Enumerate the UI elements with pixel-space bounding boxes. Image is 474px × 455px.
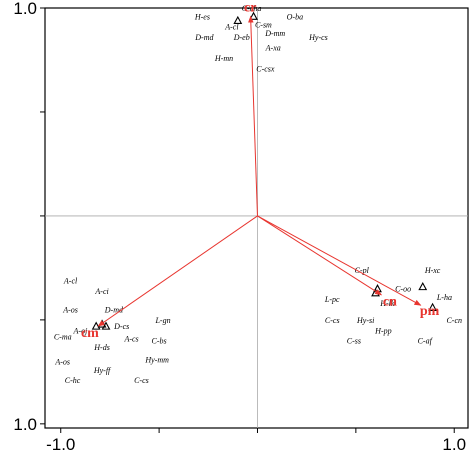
species-label: A-os xyxy=(62,305,78,314)
species-label: Hy-si xyxy=(356,316,374,325)
species-label: D-cs xyxy=(113,322,129,331)
species-label: C-ss xyxy=(347,337,361,346)
species-label: A-oj xyxy=(73,326,89,335)
x-tick-label: -1.0 xyxy=(46,435,75,454)
arrow-label: pm xyxy=(420,304,440,319)
species-label: A-cl xyxy=(224,23,239,32)
species-label: C-oo xyxy=(395,285,411,294)
species-label: C-af xyxy=(418,337,434,346)
arrow-label: cr xyxy=(244,0,256,15)
species-label: A-xa xyxy=(265,44,281,53)
species-label: A-ci xyxy=(94,287,108,296)
species-label: D-md xyxy=(104,305,124,314)
species-label: C-cha xyxy=(242,4,262,13)
centroid xyxy=(418,281,428,291)
arrow xyxy=(257,215,383,296)
species-label: O-ba xyxy=(287,12,303,21)
species-label: D-md xyxy=(194,33,214,42)
species-label: C-csx xyxy=(256,64,275,73)
arrow xyxy=(97,215,258,327)
species-label: D-mm xyxy=(264,29,285,38)
arrow xyxy=(248,15,258,216)
species-label: L-gn xyxy=(154,316,170,325)
arrow xyxy=(257,215,422,306)
species-label: C-cs xyxy=(134,376,149,385)
species-label: C-cn xyxy=(446,316,462,325)
arrow-label: cn xyxy=(383,294,397,309)
plot-frame xyxy=(44,7,469,429)
arrow-label: cm xyxy=(81,326,99,341)
y-tick-label: 1.0 xyxy=(13,415,37,434)
species-label: C-sm xyxy=(255,21,272,30)
species-label: L-pc xyxy=(324,295,340,304)
species-label: C-ma xyxy=(54,333,72,342)
species-label: A-cs xyxy=(123,335,138,344)
species-label: H-ds xyxy=(93,343,110,352)
species-label: A-cl xyxy=(63,276,78,285)
species-label: H-xc xyxy=(424,266,441,275)
species-label: H-mn xyxy=(214,54,233,63)
species-label: H-lk xyxy=(379,299,395,308)
y-tick-label: 1.0 xyxy=(13,0,37,18)
species-label: Hy-mm xyxy=(144,355,169,364)
species-label: C-bs xyxy=(152,337,167,346)
x-tick-label: 1.0 xyxy=(442,435,466,454)
species-label: D-eb xyxy=(233,33,250,42)
centroid xyxy=(428,302,438,311)
species-label: A-os xyxy=(54,357,70,366)
species-label: Hy-ff xyxy=(93,366,112,375)
species-label: H-pp xyxy=(374,326,391,335)
species-label: C-pl xyxy=(355,266,370,275)
species-label: Hy-cs xyxy=(308,33,328,42)
species-label: H-es xyxy=(194,12,210,21)
centroid xyxy=(233,15,243,25)
species-label: C-hc xyxy=(65,376,81,385)
species-label: L-ha xyxy=(436,293,452,302)
species-label: C-cs xyxy=(325,316,340,325)
